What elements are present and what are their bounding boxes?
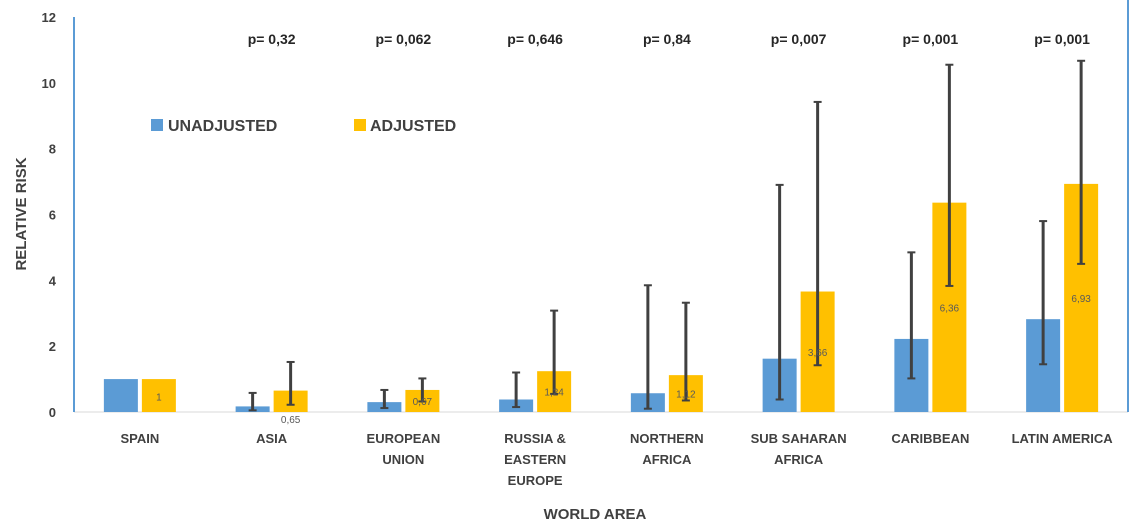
x-category-label: UNION xyxy=(382,452,424,467)
x-category-label: SUB SAHARAN xyxy=(751,431,847,446)
x-category-label: NORTHERN xyxy=(630,431,704,446)
p-value-label: p= 0,84 xyxy=(643,31,691,47)
legend-swatch-unadjusted xyxy=(151,119,163,131)
p-value-label: p= 0,646 xyxy=(507,31,563,47)
data-label-adjusted: 1 xyxy=(156,393,162,404)
x-category-label: AFRICA xyxy=(642,452,692,467)
y-tick-label: 8 xyxy=(49,142,56,157)
legend-label-adjusted: ADJUSTED xyxy=(370,118,456,135)
x-category-label: AFRICA xyxy=(774,452,824,467)
x-category-label: ASIA xyxy=(256,431,288,446)
data-label-adjusted: 1,24 xyxy=(544,388,564,399)
y-tick-label: 10 xyxy=(42,76,56,91)
y-tick-labels: 0 2 4 6 8 10 12 xyxy=(42,10,57,420)
p-value-label: p= 0,007 xyxy=(771,31,827,47)
y-tick-label: 0 xyxy=(49,405,56,420)
x-category-label: EUROPE xyxy=(508,473,563,488)
p-value-labels: p= 0,32 p= 0,062 p= 0,646 p= 0,84 p= 0,007 p=… xyxy=(248,31,1090,47)
data-label-adjusted: 6,93 xyxy=(1071,294,1091,305)
y-tick-label: 6 xyxy=(49,208,56,223)
y-tick-label: 2 xyxy=(49,339,56,354)
data-label-adjusted: 0,65 xyxy=(281,415,301,426)
data-label-adjusted: 3,66 xyxy=(808,348,828,359)
x-category-labels: SPAIN ASIA EUROPEAN UNION RUSSIA & EASTERN EUR… xyxy=(120,431,1113,488)
x-category-label: CARIBBEAN xyxy=(891,431,969,446)
bar-unadjusted xyxy=(103,379,138,412)
p-value-label: p= 0,001 xyxy=(903,31,959,47)
legend-label-unadjusted: UNADJUSTED xyxy=(168,118,277,135)
x-category-label: SPAIN xyxy=(120,431,159,446)
y-axis-title: RELATIVE RISK xyxy=(13,157,30,270)
x-category-label: RUSSIA & xyxy=(504,431,566,446)
y-tick-label: 4 xyxy=(49,273,57,288)
p-value-label: p= 0,062 xyxy=(376,31,432,47)
x-category-label: EASTERN xyxy=(504,452,566,467)
data-label-adjusted: 0,67 xyxy=(413,397,433,408)
x-category-label: LATIN AMERICA xyxy=(1012,431,1114,446)
data-labels: 1 0,65 0,67 1,24 1,12 3,66 6,36 6,93 xyxy=(156,294,1091,426)
bar-adjusted xyxy=(141,379,176,412)
p-value-label: p= 0,32 xyxy=(248,31,296,47)
y-tick-label: 12 xyxy=(42,10,56,25)
x-category-label: EUROPEAN xyxy=(367,431,441,446)
legend: UNADJUSTED ADJUSTED xyxy=(151,118,456,135)
x-axis-title: WORLD AREA xyxy=(544,506,647,523)
error-bars xyxy=(248,59,1086,412)
data-label-adjusted: 1,12 xyxy=(676,390,696,401)
legend-swatch-adjusted xyxy=(354,119,366,131)
p-value-label: p= 0,001 xyxy=(1034,31,1090,47)
data-label-adjusted: 6,36 xyxy=(940,303,960,314)
